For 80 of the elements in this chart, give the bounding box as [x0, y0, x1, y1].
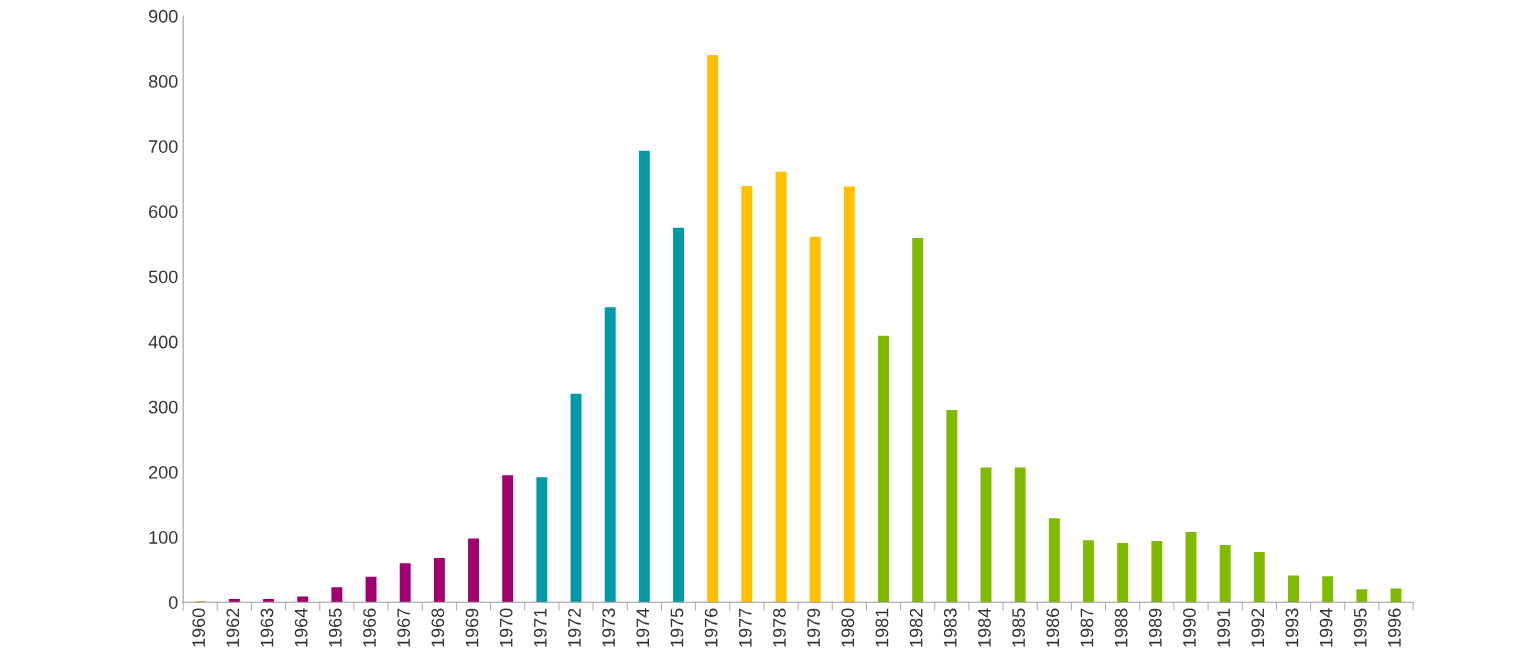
y-tick-label: 700	[149, 140, 178, 153]
x-tick-label: 1969	[465, 608, 479, 647]
bar	[980, 467, 992, 603]
bar	[775, 171, 787, 603]
x-tick-label: 1973	[602, 608, 616, 647]
bar	[843, 186, 855, 603]
x-tick-label: 1995	[1353, 608, 1367, 647]
bar	[228, 598, 240, 603]
bar	[741, 185, 753, 603]
bar	[1356, 589, 1368, 603]
bar	[365, 576, 377, 603]
bar	[946, 410, 958, 603]
x-tick-label: 1972	[568, 608, 581, 647]
bar	[604, 307, 616, 603]
x-tick-label: 1990	[1183, 608, 1196, 647]
y-tick-label: 100	[149, 531, 178, 544]
x-tick-label: 1985	[1012, 608, 1026, 647]
x-tick-label: 1974	[636, 608, 650, 647]
bar	[1117, 542, 1129, 603]
x-tick-label: 1967	[397, 608, 411, 647]
bar	[297, 596, 309, 603]
x-tick-label: 1964	[294, 608, 308, 647]
x-tick-label: 1971	[533, 608, 547, 647]
y-tick-label: 0	[168, 596, 178, 609]
y-tick-label: 300	[148, 400, 178, 414]
x-tick-label: 1992	[1251, 608, 1265, 647]
bar	[1083, 540, 1094, 603]
bar	[331, 587, 343, 603]
x-tick-label: 1978	[773, 608, 786, 647]
bar	[707, 55, 719, 603]
bar	[536, 477, 548, 603]
y-tick-label: 900	[148, 9, 178, 23]
x-tick-label: 1976	[704, 608, 718, 647]
x-tick-label: 1991	[1217, 608, 1231, 647]
bar	[1185, 531, 1197, 603]
bar	[1219, 544, 1231, 603]
bar	[1014, 467, 1026, 603]
bar	[399, 563, 411, 603]
bar	[673, 227, 684, 603]
x-tick-label: 1986	[1046, 608, 1060, 647]
x-tick-label: 1989	[1148, 608, 1162, 647]
y-tick-label: 800	[148, 75, 178, 88]
bar	[1151, 541, 1163, 603]
x-tick-label: 1970	[499, 608, 513, 647]
bar	[468, 538, 479, 603]
bar	[1288, 575, 1299, 603]
x-tick-label: 1975	[670, 608, 684, 647]
bar	[809, 236, 821, 603]
x-tick-label: 1980	[841, 608, 855, 647]
bar	[570, 393, 582, 603]
x-tick-label: 1983	[943, 608, 957, 647]
y-tick-label: 500	[148, 270, 178, 284]
x-tick-label: 1987	[1080, 608, 1094, 647]
x-tick-label: 1982	[909, 608, 923, 647]
x-tick-label: 1962	[226, 608, 240, 647]
x-tick-label: 1981	[875, 608, 889, 647]
x-tick-label: 1996	[1388, 608, 1401, 647]
x-tick-label: 1979	[807, 608, 821, 647]
x-tick-label: 1988	[1114, 608, 1128, 647]
bar	[433, 557, 445, 603]
bar	[263, 598, 274, 603]
x-tick-label: 1977	[738, 608, 752, 647]
y-tick-label: 200	[149, 465, 178, 479]
x-tick-label: 1984	[978, 608, 991, 647]
y-tick-label: 600	[149, 205, 178, 219]
bar	[1048, 518, 1060, 603]
bar	[502, 475, 514, 603]
y-tick-label: 400	[148, 335, 178, 349]
bar	[1253, 552, 1265, 603]
bar	[878, 335, 889, 603]
x-tick-label: 1993	[1285, 608, 1299, 647]
x-tick-label: 1966	[363, 608, 376, 647]
bar	[912, 238, 924, 603]
bar	[1322, 576, 1334, 603]
x-tick-label: 1960	[192, 608, 206, 647]
x-tick-label: 1994	[1319, 608, 1333, 647]
x-tick-label: 1968	[431, 608, 445, 647]
bar	[638, 150, 650, 603]
x-tick-label: 1965	[328, 608, 342, 647]
x-tick-label: 1963	[260, 608, 274, 647]
